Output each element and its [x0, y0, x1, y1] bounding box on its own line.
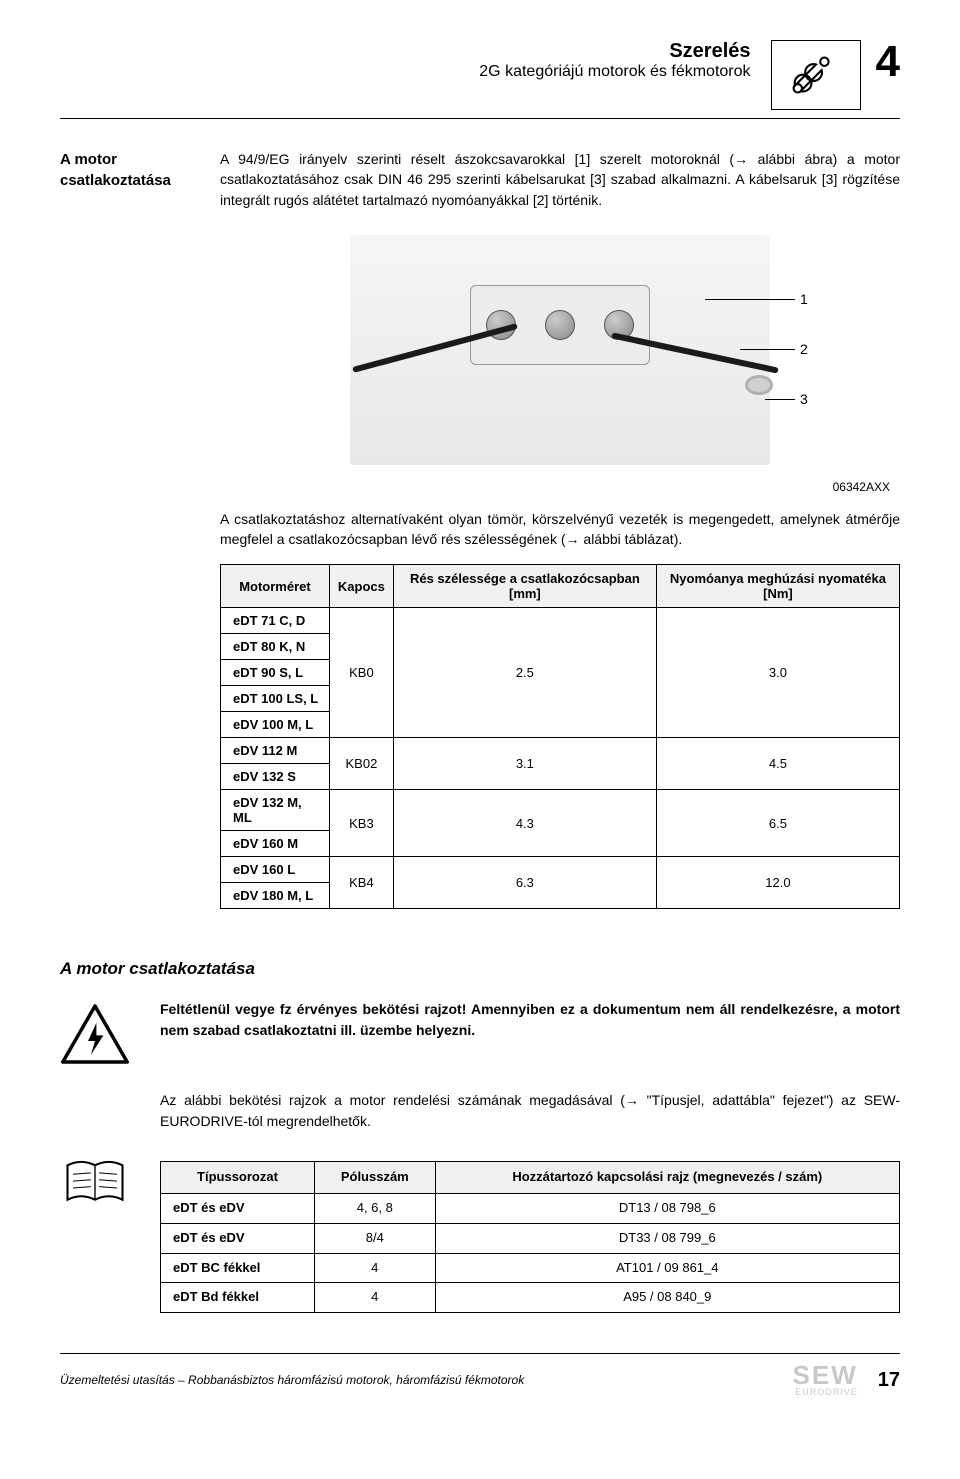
th-nyom: Nyomóanya meghúzási nyomatéka [Nm]	[656, 565, 899, 608]
th-tipus: Típussorozat	[161, 1162, 315, 1194]
bolt-icon	[545, 310, 575, 340]
motor-size-table: Motorméret Kapocs Rés szélessége a csatl…	[220, 564, 900, 909]
th-motormeret: Motorméret	[221, 565, 330, 608]
book-icon	[60, 1151, 160, 1215]
cell-motormeret: eDT 100 LS, L	[221, 686, 330, 712]
callout-1: 1	[800, 291, 808, 307]
th-kapocs: Kapocs	[329, 565, 393, 608]
table-row: eDV 160 LKB46.312.0	[221, 857, 900, 883]
cell-motormeret: eDT 80 K, N	[221, 634, 330, 660]
figure-region: 1 2 3 06342AXX A csatlakoztatáshoz alter…	[220, 235, 900, 910]
th-res: Rés szélessége a csatlakozócsapban [mm]	[393, 565, 656, 608]
table-row: eDT és eDV4, 6, 8DT13 / 08 798_6	[161, 1193, 900, 1223]
table-row: eDT és eDV8/4DT33 / 08 799_6	[161, 1223, 900, 1253]
th-rajz: Hozzátartozó kapcsolási rajz (megnevezés…	[435, 1162, 899, 1194]
chapter-number: 4	[876, 40, 900, 84]
cell: eDT és eDV	[161, 1223, 315, 1253]
cell: eDT Bd fékkel	[161, 1283, 315, 1313]
table-row: eDT 71 C, DKB02.53.0	[221, 608, 900, 634]
page-footer: Üzemeltetési utasítás – Robbanásbiztos h…	[60, 1353, 900, 1395]
section-a-label: A motor csatlakoztatása	[60, 149, 220, 210]
cell-nyom: 3.0	[656, 608, 899, 738]
table-row: eDV 112 MKB023.14.5	[221, 738, 900, 764]
cell-motormeret: eDT 90 S, L	[221, 660, 330, 686]
cell: AT101 / 09 861_4	[435, 1253, 899, 1283]
cell-res: 3.1	[393, 738, 656, 790]
table2-row: Típussorozat Pólusszám Hozzátartozó kapc…	[60, 1151, 900, 1313]
section-b-title: A motor csatlakoztatása	[60, 959, 900, 979]
table-row: eDT BC fékkel4AT101 / 09 861_4	[161, 1253, 900, 1283]
cell: 8/4	[314, 1223, 435, 1253]
section-a-body: A 94/9/EG irányelv szerinti réselt ászok…	[220, 149, 900, 210]
cell-motormeret: eDV 132 M, ML	[221, 790, 330, 831]
cell-motormeret: eDV 100 M, L	[221, 712, 330, 738]
cell-motormeret: eDV 180 M, L	[221, 883, 330, 909]
table-header-row: Típussorozat Pólusszám Hozzátartozó kapc…	[161, 1162, 900, 1194]
cell: eDT és eDV	[161, 1193, 315, 1223]
hazard-icon	[60, 999, 160, 1070]
wiring-table: Típussorozat Pólusszám Hozzátartozó kapc…	[160, 1161, 900, 1313]
cell-motormeret: eDT 71 C, D	[221, 608, 330, 634]
logo-big: SEW	[793, 1364, 858, 1387]
wrench-icon	[771, 40, 861, 110]
cell-nyom: 6.5	[656, 790, 899, 857]
header-titles: Szerelés 2G kategóriájú motorok és fékmo…	[479, 40, 750, 81]
table-row: eDV 132 M, MLKB34.36.5	[221, 790, 900, 831]
footer-text: Üzemeltetési utasítás – Robbanásbiztos h…	[60, 1373, 524, 1387]
cell: 4	[314, 1253, 435, 1283]
cell-kapocs: KB0	[329, 608, 393, 738]
table2-container: Típussorozat Pólusszám Hozzátartozó kapc…	[160, 1151, 900, 1313]
th-polus: Pólusszám	[314, 1162, 435, 1194]
cell-res: 2.5	[393, 608, 656, 738]
header-title: Szerelés	[479, 40, 750, 63]
sew-logo: SEW EURODRIVE	[793, 1364, 858, 1395]
cell-res: 4.3	[393, 790, 656, 857]
cell-motormeret: eDV 132 S	[221, 764, 330, 790]
cell: DT33 / 08 799_6	[435, 1223, 899, 1253]
page-header: Szerelés 2G kategóriájú motorok és fékmo…	[60, 40, 900, 119]
cell-kapocs: KB3	[329, 790, 393, 857]
callout-2: 2	[800, 341, 808, 357]
cell-nyom: 4.5	[656, 738, 899, 790]
logo-small: EURODRIVE	[793, 1388, 858, 1396]
terminal-block	[470, 285, 650, 365]
info-text: Az alábbi bekötési rajzok a motor rendel…	[160, 1090, 900, 1131]
terminal-figure: 1 2 3	[220, 235, 900, 465]
cell: 4	[314, 1283, 435, 1313]
page-number: 17	[878, 1369, 900, 1392]
para2: A csatlakoztatáshoz alternatívaként olya…	[220, 509, 900, 550]
cell-nyom: 12.0	[656, 857, 899, 909]
cell: DT13 / 08 798_6	[435, 1193, 899, 1223]
table-row: eDT Bd fékkel4A95 / 08 840_9	[161, 1283, 900, 1313]
cell-kapocs: KB02	[329, 738, 393, 790]
cell-motormeret: eDV 160 L	[221, 857, 330, 883]
cell-motormeret: eDV 112 M	[221, 738, 330, 764]
table-header-row: Motorméret Kapocs Rés szélessége a csatl…	[221, 565, 900, 608]
figure-code: 06342AXX	[220, 480, 900, 494]
cell-kapocs: KB4	[329, 857, 393, 909]
page: Szerelés 2G kategóriájú motorok és fékmo…	[0, 0, 960, 1426]
warning-row: Feltétlenül vegye fz érvényes bekötési r…	[60, 999, 900, 1070]
cell-res: 6.3	[393, 857, 656, 909]
cell-motormeret: eDV 160 M	[221, 831, 330, 857]
section-a: A motor csatlakoztatása A 94/9/EG iránye…	[60, 149, 900, 210]
warning-text: Feltétlenül vegye fz érvényes bekötési r…	[160, 999, 900, 1040]
callout-3: 3	[800, 391, 808, 407]
cell: 4, 6, 8	[314, 1193, 435, 1223]
cell: eDT BC fékkel	[161, 1253, 315, 1283]
cable-lug	[745, 375, 773, 395]
cell: A95 / 08 840_9	[435, 1283, 899, 1313]
header-subtitle: 2G kategóriájú motorok és fékmotorok	[479, 63, 750, 81]
info-row: Az alábbi bekötési rajzok a motor rendel…	[60, 1090, 900, 1131]
